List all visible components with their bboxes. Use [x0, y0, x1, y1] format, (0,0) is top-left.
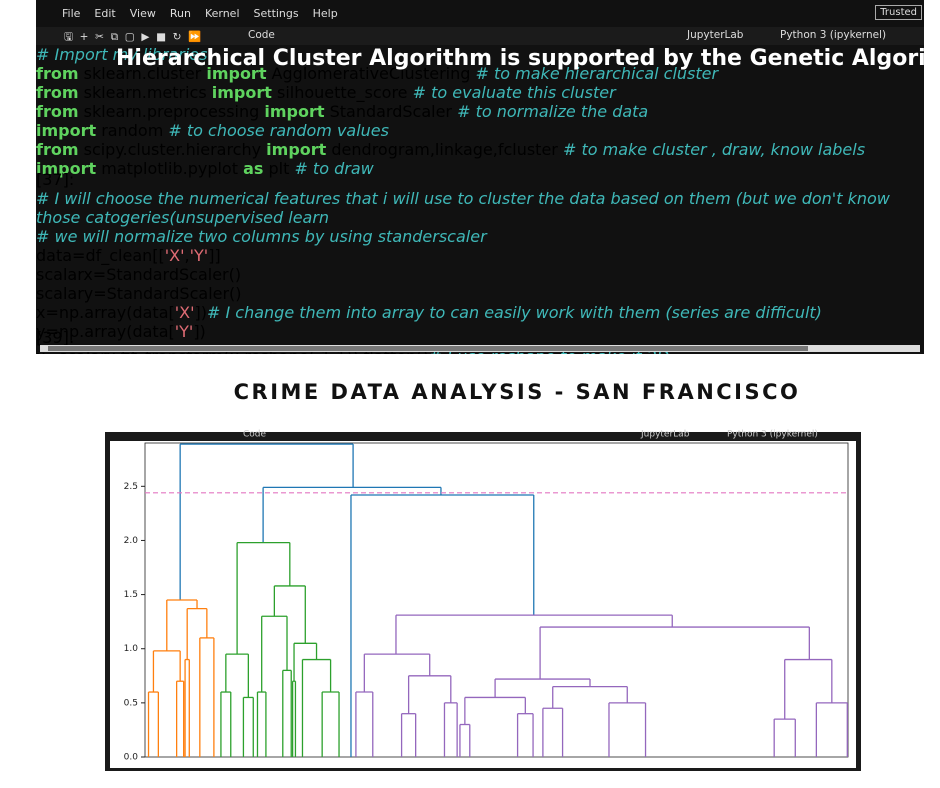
- code-cell[interactable]: [37]: # I will choose the numerical featu…: [36, 170, 924, 352]
- code-line: scalarx=StandardScaler(): [36, 265, 242, 284]
- code-line: scalary=StandardScaler(): [36, 284, 242, 303]
- code-line: # Import my libraries: [36, 45, 208, 64]
- toolbar-icons[interactable]: 🖫 + ✂ ⧉ ▢ ▶ ■ ↻ ⏩: [64, 31, 202, 43]
- code-line: from sklearn.preprocessing import Standa…: [36, 102, 649, 121]
- jupyterlab-link[interactable]: JupyterLab: [687, 29, 744, 41]
- code-box: # Import my libraries from sklearn.cluste…: [36, 45, 924, 178]
- trusted-badge[interactable]: Trusted: [875, 5, 922, 20]
- notebook-screenshot: File Edit View Run Kernel Settings Help Truste…: [36, 0, 924, 354]
- menu-item[interactable]: Edit: [94, 6, 116, 20]
- y-tick-label: 1.0: [124, 644, 139, 654]
- y-tick-label: 1.5: [124, 590, 138, 600]
- code-line: from sklearn.metrics import silhouette_s…: [36, 83, 616, 102]
- menu-item[interactable]: View: [129, 6, 156, 20]
- menu-bar: File Edit View Run Kernel Settings Help: [36, 0, 924, 26]
- menu-item[interactable]: Run: [169, 6, 191, 20]
- y-tick-label: 2.5: [124, 482, 138, 492]
- code-box: # I will choose the numerical features t…: [36, 189, 924, 352]
- page-title: CRIME DATA ANALYSIS - SAN FRANCISCO: [233, 380, 801, 404]
- code-line: y=np.array(data['Y']): [36, 322, 206, 341]
- code-line: from sklearn.cluster import Agglomerativ…: [36, 64, 719, 83]
- chart-canvas: [110, 441, 856, 768]
- code-line: from scipy.cluster.hierarchy import dend…: [36, 140, 866, 159]
- code-line: x=np.array(data['X'])# I change them int…: [36, 303, 822, 322]
- code-line: # I will choose the numerical features t…: [36, 189, 890, 227]
- code-line: data=df_clean[['X','Y']]: [36, 246, 221, 265]
- kernel-name[interactable]: Python 3 (ipykernel): [780, 29, 887, 41]
- chart-jupyterlab: JupyterLab: [640, 430, 690, 440]
- cell-type[interactable]: Code: [248, 29, 275, 41]
- y-tick-label: 0.5: [124, 698, 138, 708]
- code-line: import random # to choose random values: [36, 121, 389, 140]
- menu-item[interactable]: Kernel: [204, 6, 240, 20]
- y-tick-label: 0.0: [124, 753, 139, 763]
- chart-cell-type: Code: [243, 430, 267, 440]
- y-tick-label: 2.0: [124, 536, 139, 546]
- scrollbar-thumb[interactable]: [48, 346, 808, 351]
- menu-item[interactable]: Help: [312, 6, 338, 20]
- chart-kernel: Python 3 (ipykernel): [727, 430, 818, 440]
- scrollbar: [40, 345, 920, 352]
- notebook-heading: Hierarchical Cluster Algorithm is suppor…: [116, 46, 924, 71]
- code-line: import matplotlib.pyplot as plt # to dra…: [36, 159, 374, 178]
- code-line: # we will normalize two columns by using…: [36, 227, 487, 246]
- plot-frame: [144, 442, 849, 758]
- cell-prompt: [39]:: [36, 328, 75, 347]
- menu-item[interactable]: File: [62, 6, 81, 20]
- menu-item[interactable]: Settings: [253, 6, 299, 20]
- toolbar: 🖫 + ✂ ⧉ ▢ ▶ ■ ↻ ⏩ Code JupyterLab Python…: [36, 27, 924, 45]
- cell-prompt: [37]:: [36, 170, 75, 189]
